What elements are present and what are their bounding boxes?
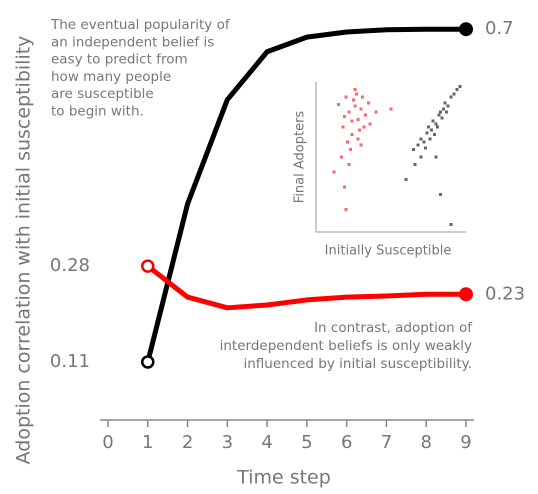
scatter-point bbox=[425, 131, 429, 135]
annotation: an independent belief is bbox=[51, 34, 214, 50]
series-line bbox=[145, 26, 466, 363]
x-tick-label: 1 bbox=[142, 432, 153, 453]
x-tick-label: 3 bbox=[222, 432, 233, 453]
annotation: interdependent beliefs is only weakly bbox=[220, 338, 472, 354]
x-tick-label: 5 bbox=[301, 432, 312, 453]
x-tick-label: 4 bbox=[261, 432, 272, 453]
annotation: easy to predict from bbox=[51, 52, 188, 68]
scatter-point bbox=[349, 148, 352, 151]
scatter-point bbox=[437, 113, 441, 117]
scatter-point bbox=[358, 128, 361, 132]
scatter-point bbox=[350, 119, 354, 123]
scatter-point bbox=[455, 88, 459, 91]
series-line bbox=[146, 264, 466, 311]
scatter-point bbox=[439, 110, 442, 114]
x-tick-label: 0 bbox=[102, 432, 113, 453]
scatter-point bbox=[364, 113, 367, 117]
scatter-point bbox=[359, 143, 363, 147]
scatter-point bbox=[452, 92, 456, 96]
x-tick-label: 9 bbox=[460, 432, 471, 453]
scatter-point bbox=[361, 95, 364, 99]
scatter-point bbox=[434, 122, 438, 126]
scatter-point bbox=[446, 104, 450, 108]
annotation: The eventual popularity of bbox=[50, 17, 231, 33]
scatter-point bbox=[374, 110, 378, 114]
annotation: how many people bbox=[51, 69, 171, 85]
scatter-point bbox=[332, 170, 336, 174]
scatter-point bbox=[343, 115, 346, 118]
scatter-point bbox=[340, 155, 343, 159]
x-tick-label: 8 bbox=[420, 432, 431, 453]
end-marker bbox=[459, 287, 473, 302]
start-marker bbox=[141, 259, 155, 273]
scatter-point bbox=[458, 85, 462, 88]
inset-x-label: Initially Susceptible bbox=[325, 244, 452, 259]
scatter-point bbox=[419, 155, 423, 159]
scatter-point bbox=[413, 163, 417, 166]
scatter-point bbox=[352, 98, 355, 102]
scatter-point bbox=[430, 128, 433, 132]
scatter-point bbox=[442, 107, 445, 111]
scatter-point bbox=[449, 95, 453, 99]
scatter-point bbox=[433, 133, 436, 136]
scatter-point bbox=[368, 122, 372, 126]
scatter-point bbox=[389, 107, 393, 111]
scatter-point bbox=[356, 118, 360, 121]
scatter-point bbox=[341, 125, 345, 129]
scatter-point bbox=[337, 103, 340, 106]
scatter-point bbox=[346, 140, 349, 144]
x-axis-label: Time step bbox=[236, 467, 331, 489]
scatter-point bbox=[359, 107, 363, 111]
scatter-point bbox=[353, 104, 357, 108]
annotation: influenced by initial susceptibility. bbox=[243, 356, 472, 372]
end-value-label: 0.23 bbox=[485, 283, 525, 304]
scatter-point bbox=[445, 110, 448, 114]
start-marker bbox=[141, 355, 155, 369]
annotation: to begin with. bbox=[51, 104, 144, 120]
scatter-point bbox=[440, 116, 444, 120]
start-value-label: 0.28 bbox=[50, 255, 90, 276]
scatter-point bbox=[367, 101, 370, 105]
scatter-point bbox=[422, 140, 426, 144]
scatter-point bbox=[344, 95, 348, 99]
end-marker bbox=[459, 22, 473, 37]
scatter-point bbox=[434, 155, 438, 159]
scatter-point bbox=[347, 163, 351, 166]
scatter-point bbox=[344, 208, 348, 211]
scatter-point bbox=[362, 125, 366, 129]
scatter-point bbox=[404, 178, 408, 181]
scatter-point bbox=[353, 88, 357, 91]
scatter-point bbox=[443, 101, 447, 105]
scatter-point bbox=[439, 193, 442, 196]
y-axis-label: Adoption correlation with initial suscep… bbox=[13, 36, 35, 465]
x-tick-label: 2 bbox=[182, 432, 193, 453]
x-tick-label: 7 bbox=[381, 432, 392, 453]
scatter-point bbox=[436, 125, 439, 129]
start-value-label: 0.11 bbox=[50, 351, 90, 372]
inset-y-label: Final Adopters bbox=[293, 111, 308, 204]
scatter-point bbox=[424, 146, 427, 150]
scatter-point bbox=[431, 119, 435, 123]
x-tick-label: 6 bbox=[341, 432, 352, 453]
annotation: are susceptible bbox=[51, 86, 154, 102]
scatter-point bbox=[449, 223, 453, 226]
scatter-point bbox=[355, 92, 358, 96]
scatter-point bbox=[347, 110, 351, 114]
annotation: In contrast, adoption of bbox=[314, 320, 473, 336]
scatter-point bbox=[412, 148, 415, 151]
scatter-point bbox=[350, 133, 354, 136]
scatter-point bbox=[419, 137, 423, 141]
scatter-point bbox=[427, 125, 430, 129]
scatter-point bbox=[416, 143, 420, 147]
end-value-label: 0.7 bbox=[485, 18, 514, 39]
scatter-point bbox=[343, 185, 346, 189]
scatter-point bbox=[356, 137, 360, 141]
scatter-point bbox=[428, 137, 432, 141]
